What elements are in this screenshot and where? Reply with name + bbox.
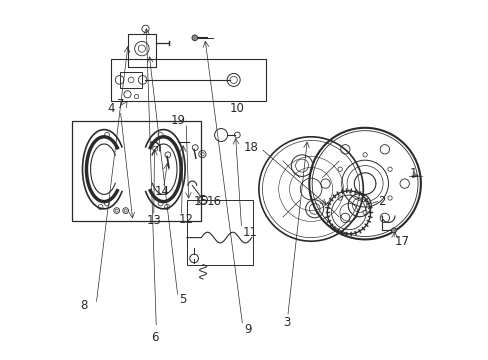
Text: 11: 11: [242, 226, 257, 239]
Text: 17: 17: [394, 235, 409, 248]
Text: 7: 7: [117, 98, 125, 111]
Text: 19: 19: [170, 114, 185, 127]
Bar: [128, 34, 155, 67]
Text: 4: 4: [107, 102, 115, 114]
Text: 15: 15: [194, 195, 208, 208]
Text: 16: 16: [206, 195, 221, 208]
Circle shape: [192, 35, 197, 41]
Text: 9: 9: [244, 323, 251, 336]
Bar: [72, 121, 201, 221]
Text: 2: 2: [378, 195, 385, 208]
Text: 8: 8: [81, 299, 88, 312]
Text: 6: 6: [151, 331, 159, 344]
Circle shape: [390, 228, 396, 233]
Text: 12: 12: [179, 213, 194, 226]
Text: 18: 18: [244, 141, 258, 154]
Text: 14: 14: [155, 185, 169, 198]
Text: 5: 5: [179, 293, 186, 306]
Bar: [120, 72, 142, 88]
Text: 3: 3: [283, 316, 290, 329]
Bar: [186, 200, 253, 265]
Text: 10: 10: [230, 102, 244, 114]
Text: 1: 1: [409, 167, 417, 180]
Text: 13: 13: [146, 214, 161, 227]
Bar: [111, 59, 265, 101]
